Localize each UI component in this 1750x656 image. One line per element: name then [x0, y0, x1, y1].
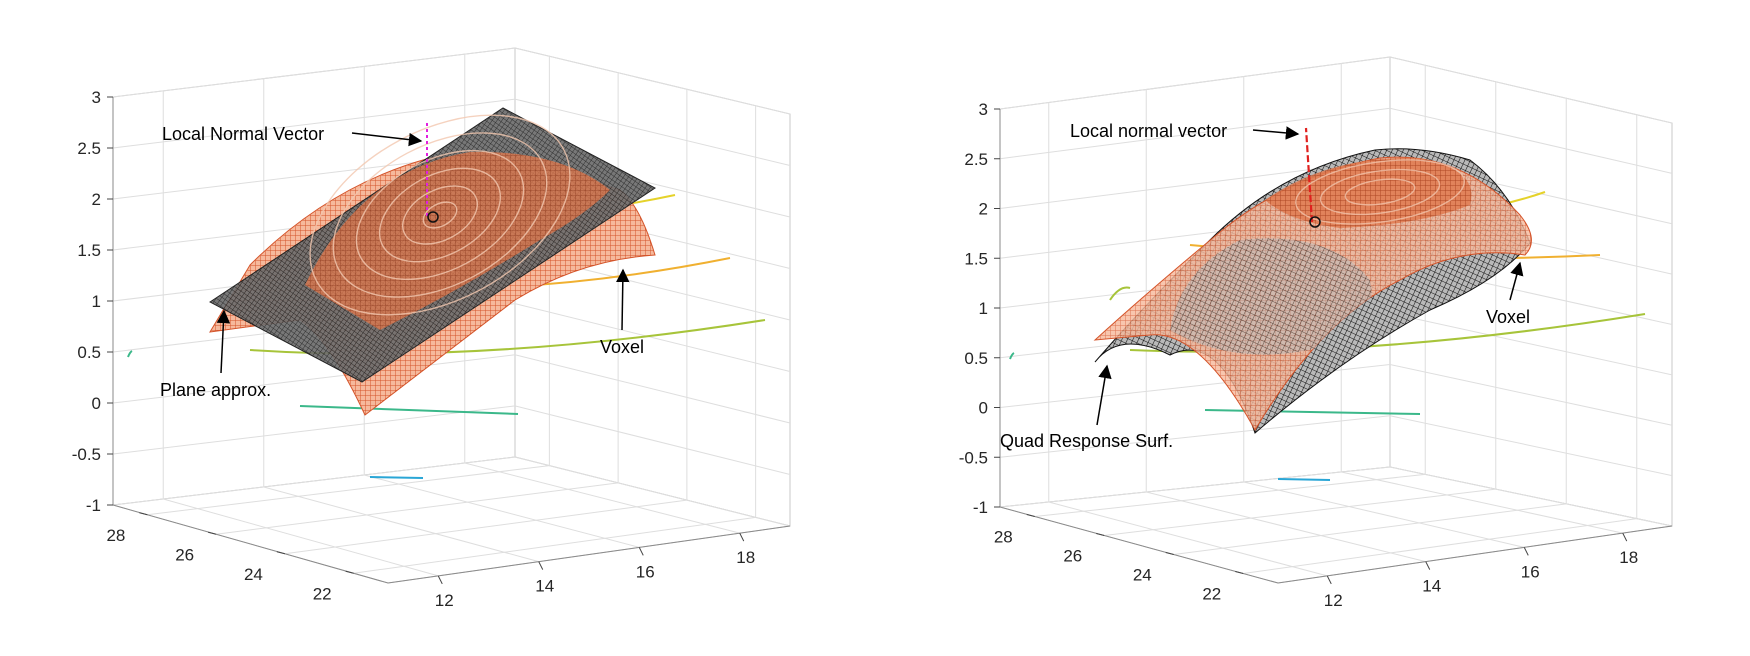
x-tick-label: 16 — [1521, 562, 1540, 581]
y-tick-label: 24 — [1133, 566, 1152, 585]
right-surfaces — [1009, 127, 1646, 481]
z-tick-label: 2.5 — [964, 150, 988, 169]
z-tick-label: 1.5 — [77, 241, 101, 260]
x-tick-label: 12 — [435, 591, 454, 610]
annotation-quad-response-surf: Quad Response Surf. — [1000, 431, 1173, 451]
x-tick-label: 18 — [1619, 548, 1638, 567]
contour-line — [1009, 352, 1015, 360]
annotation-local-normal-vector: Local Normal Vector — [162, 124, 324, 144]
z-tick-label: 3 — [979, 100, 988, 119]
voxel-dome-cap — [1265, 157, 1472, 228]
normal-vector — [1304, 127, 1314, 223]
z-tick-label: 2 — [979, 200, 988, 219]
x-tick-label: 16 — [636, 562, 655, 581]
contour-line — [1129, 313, 1646, 353]
x-tick-label: 14 — [535, 577, 554, 596]
contour-line — [127, 350, 133, 358]
y-tick-label: 28 — [994, 528, 1013, 547]
z-tick-label: 0.5 — [77, 343, 101, 362]
contour-line — [1109, 286, 1131, 301]
voxel-dome-cap — [305, 151, 610, 330]
contour-line — [1277, 478, 1331, 481]
z-tick-label: 0 — [92, 394, 101, 413]
annotation-voxel: Voxel — [600, 337, 644, 357]
z-tick-label: -1 — [973, 498, 988, 517]
z-tick-label: 2 — [92, 190, 101, 209]
z-tick-label: 1.5 — [964, 249, 988, 268]
z-tick-label: -0.5 — [72, 445, 101, 464]
left-surfaces — [127, 107, 766, 479]
y-tick-label: 26 — [175, 545, 194, 564]
contour-line — [299, 405, 519, 415]
y-tick-label: 22 — [313, 584, 332, 603]
z-tick-label: 3 — [92, 88, 101, 107]
y-tick-label: 24 — [244, 565, 263, 584]
voxel-point — [1309, 216, 1321, 228]
z-tick-label: 2.5 — [77, 139, 101, 158]
x-tick-label: 14 — [1422, 577, 1441, 596]
z-tick-label: 0.5 — [964, 349, 988, 368]
z-tick-label: 0 — [979, 399, 988, 418]
left-annotations: Local Normal Vector Plane approx. Voxel — [160, 124, 644, 400]
z-tick-label: 1 — [92, 292, 101, 311]
annotation-plane-approx: Plane approx. — [160, 380, 271, 400]
contour-line — [369, 476, 424, 479]
annotation-voxel: Voxel — [1486, 307, 1530, 327]
voxel-point — [427, 211, 439, 223]
y-tick-label: 28 — [106, 526, 125, 545]
x-tick-label: 18 — [736, 548, 755, 567]
y-tick-label: 22 — [1202, 585, 1221, 604]
quad-shadow-lobe — [1170, 238, 1372, 355]
annotation-local-normal-vector: Local normal vector — [1070, 121, 1227, 141]
z-tick-label: -1 — [86, 496, 101, 515]
right-annotations: Local normal vector Quad Response Surf. … — [1000, 121, 1530, 451]
z-tick-label: 1 — [979, 299, 988, 318]
contour-line — [1204, 409, 1421, 415]
x-tick-label: 12 — [1324, 591, 1343, 610]
z-tick-label: -0.5 — [959, 448, 988, 467]
y-tick-label: 26 — [1063, 547, 1082, 566]
